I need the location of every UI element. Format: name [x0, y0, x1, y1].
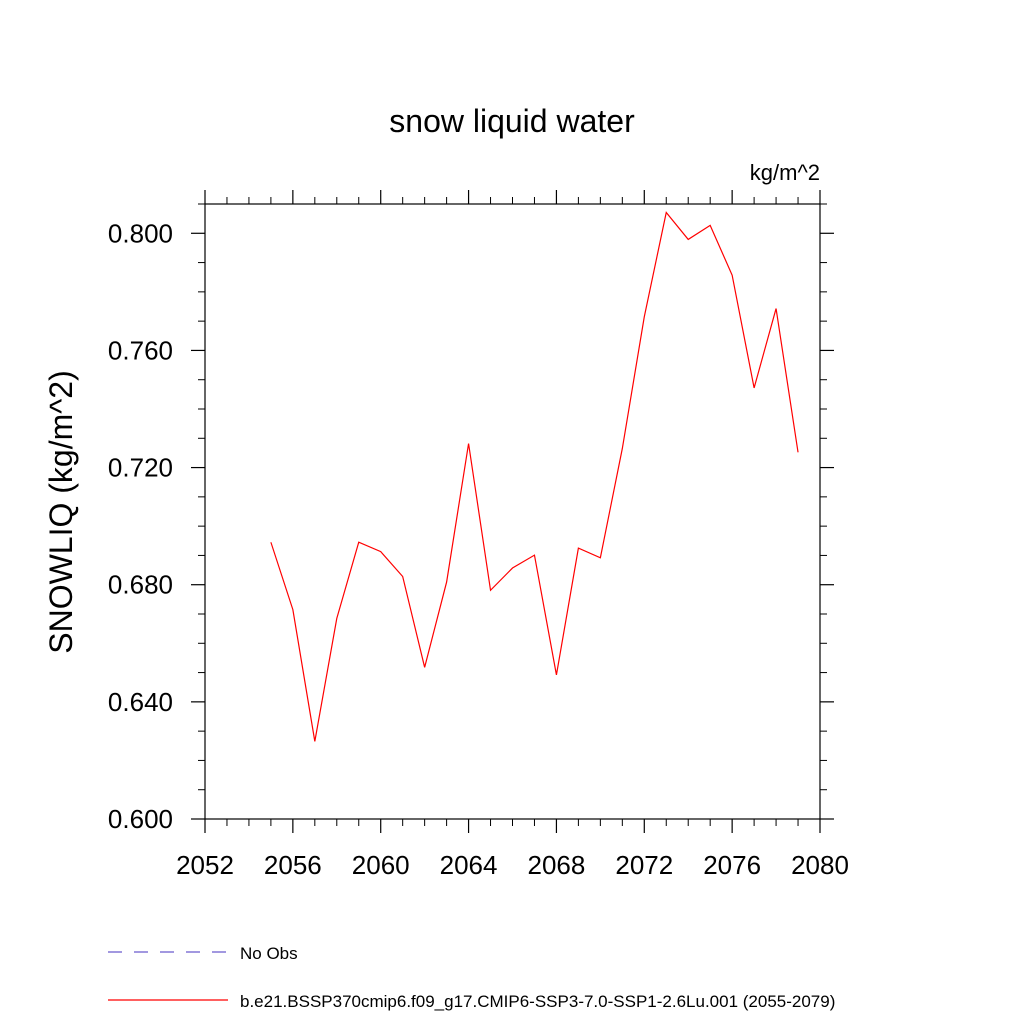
chart-title: snow liquid water: [389, 103, 635, 139]
legend-label: b.e21.BSSP370cmip6.f09_g17.CMIP6-SSP3-7.…: [240, 992, 835, 1011]
x-tick-label: 2064: [440, 850, 498, 880]
legend: No Obs b.e21.BSSP370cmip6.f09_g17.CMIP6-S…: [108, 944, 835, 1011]
series-line-0: [270, 211, 799, 742]
x-tick-label: 2072: [615, 850, 673, 880]
x-tick-label: 2060: [352, 850, 410, 880]
axis-ticks: [191, 190, 834, 833]
series-layer: [270, 211, 799, 742]
legend-label: No Obs: [240, 944, 298, 963]
x-tick-labels: 2052 2056 2060 2064 2068 2072 2076 2080: [176, 850, 849, 880]
x-tick-label: 2076: [703, 850, 761, 880]
y-tick-label: 0.760: [108, 335, 173, 365]
y-tick-label: 0.800: [108, 218, 173, 248]
y-tick-label: 0.640: [108, 687, 173, 717]
y-tick-labels: 0.600 0.640 0.680 0.720 0.760 0.800: [108, 218, 173, 834]
y-axis-label: SNOWLIQ (kg/m^2): [43, 370, 79, 653]
y-tick-label: 0.600: [108, 804, 173, 834]
plot-frame: [204, 203, 821, 820]
units-label: kg/m^2: [750, 160, 820, 185]
x-tick-label: 2068: [528, 850, 586, 880]
y-tick-label: 0.720: [108, 453, 173, 483]
x-tick-label: 2052: [176, 850, 234, 880]
y-tick-label: 0.680: [108, 570, 173, 600]
x-tick-label: 2080: [791, 850, 849, 880]
x-tick-label: 2056: [264, 850, 322, 880]
